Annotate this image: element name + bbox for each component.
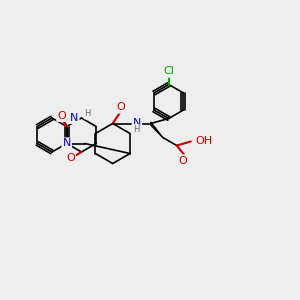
Text: N: N: [62, 139, 71, 148]
Text: Cl: Cl: [163, 67, 174, 76]
Text: O: O: [116, 103, 125, 112]
Text: N: N: [133, 118, 141, 128]
Text: O: O: [178, 155, 187, 166]
Text: O: O: [66, 153, 75, 163]
Text: H: H: [84, 110, 91, 118]
Text: OH: OH: [196, 136, 213, 146]
Polygon shape: [151, 122, 163, 137]
Text: N: N: [70, 113, 78, 123]
Text: H: H: [133, 125, 139, 134]
Text: O: O: [57, 111, 66, 121]
